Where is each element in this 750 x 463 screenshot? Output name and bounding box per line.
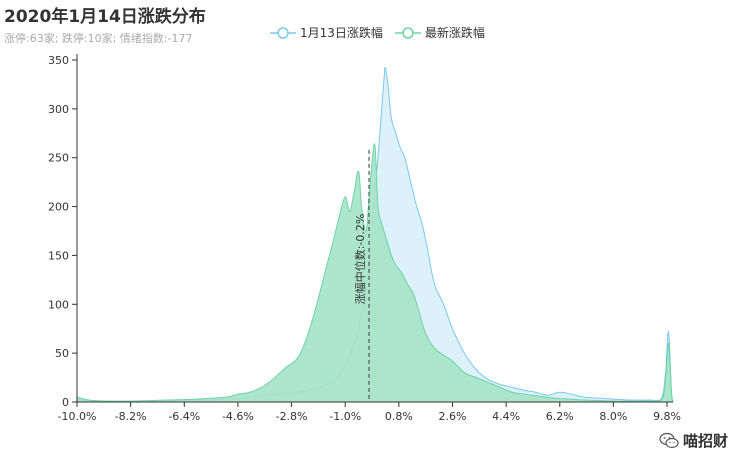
x-tick-label: 0.8%: [385, 410, 413, 423]
y-tick-label: 100: [48, 298, 69, 311]
legend-swatch-latest: [394, 26, 421, 39]
x-tick-label: -8.2%: [115, 410, 147, 423]
x-tick-label: 8.0%: [599, 410, 627, 423]
y-tick-label: 350: [48, 54, 69, 67]
y-tick-label: 50: [55, 347, 69, 360]
y-tick-label: 150: [48, 249, 69, 262]
x-tick-label: -10.0%: [58, 410, 97, 423]
series-line-1: [76, 143, 674, 403]
y-tick-label: 0: [62, 396, 69, 409]
x-tick-label: 2.6%: [439, 410, 467, 423]
x-tick-label: -1.0%: [329, 410, 361, 423]
series-area-1: [77, 143, 673, 402]
x-tick-label: -6.4%: [168, 410, 200, 423]
x-tick-label: 9.8%: [653, 410, 681, 423]
chart-title: 2020年1月14日涨跌分布: [4, 7, 206, 27]
legend-item-latest[interactable]: 最新涨跌幅: [394, 24, 485, 41]
legend-label-latest: 最新涨跌幅: [424, 26, 485, 40]
y-tick-label: 250: [48, 152, 69, 165]
x-tick-label: -4.6%: [222, 410, 254, 423]
chart-legend: 1月13日涨跌幅 最新涨跌幅: [270, 24, 485, 41]
x-tick-label: 4.4%: [492, 410, 520, 423]
y-tick-label: 200: [48, 201, 69, 214]
wechat-icon: [659, 432, 679, 448]
median-label: 涨幅中位数:-0.2%: [353, 214, 367, 305]
y-tick-label: 300: [48, 103, 69, 116]
x-tick-label: 6.2%: [546, 410, 574, 423]
legend-item-prev-day[interactable]: 1月13日涨跌幅: [270, 24, 383, 41]
legend-swatch-prev-day: [270, 26, 296, 39]
watermark: 喵招财: [659, 430, 728, 451]
x-tick-label: -2.8%: [276, 410, 308, 423]
legend-label-prev-day: 1月13日涨跌幅: [300, 26, 383, 40]
watermark-text: 喵招财: [682, 432, 728, 450]
chart-subtitle: 涨停:63家; 跌停:10家; 情绪指数:-177: [4, 32, 193, 45]
